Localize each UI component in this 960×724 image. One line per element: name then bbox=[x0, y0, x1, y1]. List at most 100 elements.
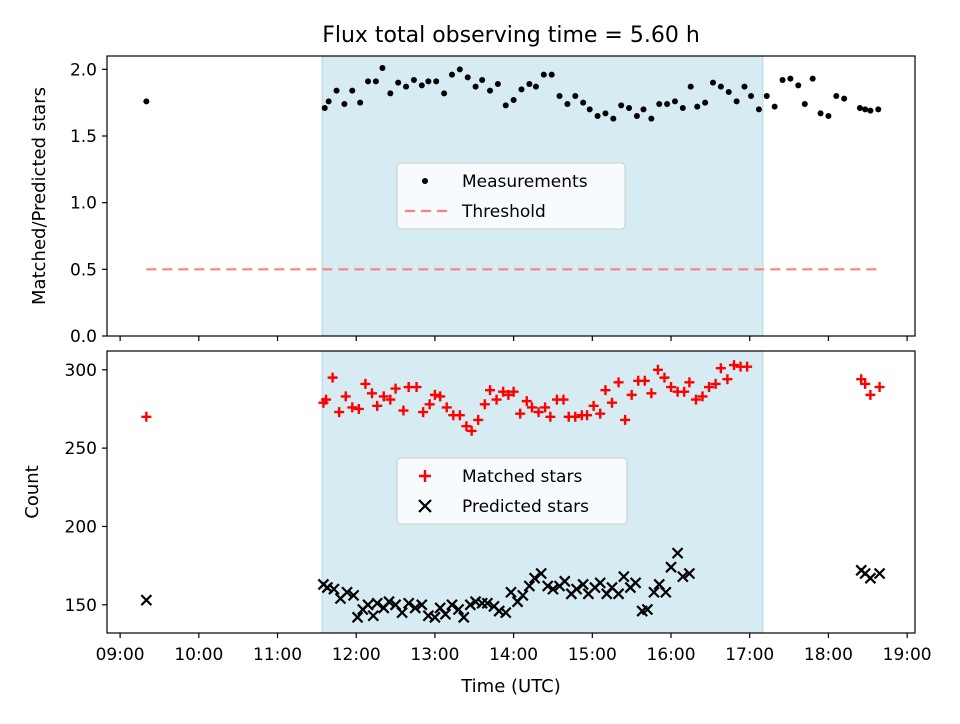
matched-star-point bbox=[626, 389, 637, 400]
measurement-point bbox=[325, 98, 332, 105]
measurement-point bbox=[856, 105, 863, 111]
predicted-star-point bbox=[367, 609, 380, 622]
top-y-axis-label: Matched/Predicted stars bbox=[29, 87, 50, 305]
measurement-point bbox=[679, 105, 686, 111]
measurement-point bbox=[741, 83, 748, 90]
measurement-point bbox=[875, 106, 882, 113]
predicted-star-point bbox=[594, 577, 606, 589]
bottom-y-axis-label: Count bbox=[22, 465, 43, 518]
matched-star-point bbox=[684, 377, 695, 388]
measurement-point bbox=[532, 83, 539, 90]
measurement-point bbox=[379, 65, 386, 71]
matched-star-point bbox=[385, 394, 396, 405]
matched-star-point bbox=[652, 364, 663, 375]
matched-star-point bbox=[607, 397, 617, 408]
y-tick-label: 1.0 bbox=[70, 194, 97, 214]
matched-star-point bbox=[722, 374, 733, 385]
matched-star-point bbox=[424, 399, 435, 410]
measurement-point bbox=[526, 81, 533, 87]
matched-star-point bbox=[466, 425, 477, 436]
x-tick-label: 18:00 bbox=[804, 645, 853, 665]
x-tick-label: 11:00 bbox=[253, 645, 302, 665]
measurement-point bbox=[349, 87, 356, 94]
matched-star-point bbox=[679, 386, 690, 397]
legend: Matched stars Predicted stars bbox=[396, 457, 628, 525]
measurement-point bbox=[456, 66, 463, 73]
measurement-point bbox=[694, 103, 701, 110]
measurement-point bbox=[755, 106, 762, 113]
measurement-point bbox=[556, 93, 563, 99]
matched-star-point bbox=[521, 396, 532, 407]
measurement-point bbox=[518, 86, 525, 93]
measurement-point bbox=[387, 90, 394, 97]
measurement-point bbox=[564, 101, 571, 107]
y-tick-label: 200 bbox=[65, 517, 97, 537]
matched-star-point bbox=[411, 382, 422, 393]
measurement-point bbox=[586, 106, 593, 113]
predicted-star-point bbox=[517, 589, 529, 602]
predicted-star-point bbox=[446, 599, 458, 611]
predicted-star-point bbox=[140, 594, 153, 606]
measurement-point bbox=[664, 101, 671, 107]
matched-star-point bbox=[479, 399, 490, 410]
matched-star-point bbox=[613, 377, 624, 388]
matched-star-point bbox=[473, 414, 484, 425]
predicted-star-point bbox=[641, 603, 654, 616]
measurement-point bbox=[809, 75, 816, 82]
measurement-point bbox=[817, 110, 824, 117]
predicted-star-point bbox=[429, 611, 441, 624]
measurement-point bbox=[779, 77, 786, 83]
predicted-star-point bbox=[683, 567, 696, 580]
axes-frame bbox=[106, 350, 916, 634]
predicted-star-point bbox=[505, 586, 517, 599]
matched-star-point bbox=[340, 391, 351, 402]
measurement-point bbox=[494, 81, 501, 87]
predicted-star-point bbox=[873, 567, 886, 580]
legend-label: Measurements bbox=[462, 172, 588, 192]
x-tick-label: 12:00 bbox=[332, 645, 381, 665]
measurement-point bbox=[602, 110, 609, 117]
predicted-star-point bbox=[351, 611, 364, 624]
measurement-point bbox=[441, 90, 448, 97]
measurement-point bbox=[787, 75, 794, 82]
legend-label: Matched stars bbox=[462, 467, 582, 487]
matched-star-point bbox=[588, 400, 599, 411]
matched-star-point bbox=[353, 403, 364, 414]
measurement-point bbox=[671, 98, 678, 105]
predicted-star-point bbox=[671, 547, 684, 559]
x-tick-label: 13:00 bbox=[410, 645, 459, 665]
predicted-star-point bbox=[864, 572, 877, 584]
x-tick-label: 14:00 bbox=[489, 645, 538, 665]
y-tick-label: 300 bbox=[65, 361, 97, 381]
measurement-point bbox=[410, 77, 417, 83]
top-panel: 0.0 0.5 1.0 1.5 2.0 Measurements Threshold bbox=[70, 55, 916, 347]
predicted-star-point bbox=[458, 611, 470, 624]
measurement-point bbox=[594, 113, 601, 119]
measurement-point bbox=[472, 83, 479, 90]
matched-star-point bbox=[860, 378, 871, 389]
predicted-star-point bbox=[499, 606, 512, 619]
measurement-point bbox=[633, 113, 640, 119]
x-tick-label: 16:00 bbox=[647, 645, 696, 665]
measurement-point bbox=[487, 87, 494, 94]
predicted-star-point bbox=[402, 597, 415, 610]
predicted-star-point bbox=[677, 570, 689, 583]
x-tick-label: 15:00 bbox=[568, 645, 617, 665]
matched-star-point bbox=[742, 361, 753, 372]
y-tick-label: 1.5 bbox=[70, 127, 97, 147]
predicted-star-point bbox=[547, 583, 559, 595]
predicted-star-point bbox=[481, 597, 494, 610]
measurement-point bbox=[321, 105, 328, 111]
matched-star-point bbox=[508, 386, 519, 397]
x-axis-label: Time (UTC) bbox=[460, 676, 561, 697]
predicted-star-point bbox=[396, 606, 408, 619]
matched-star-point bbox=[429, 389, 440, 400]
matched-star-point bbox=[600, 385, 611, 396]
predicted-star-point bbox=[559, 575, 571, 588]
measurement-point bbox=[867, 107, 874, 114]
matched-star-point bbox=[666, 382, 677, 393]
matched-star-point bbox=[526, 402, 537, 413]
matched-star-point bbox=[639, 375, 650, 386]
matched-star-point bbox=[533, 407, 544, 418]
